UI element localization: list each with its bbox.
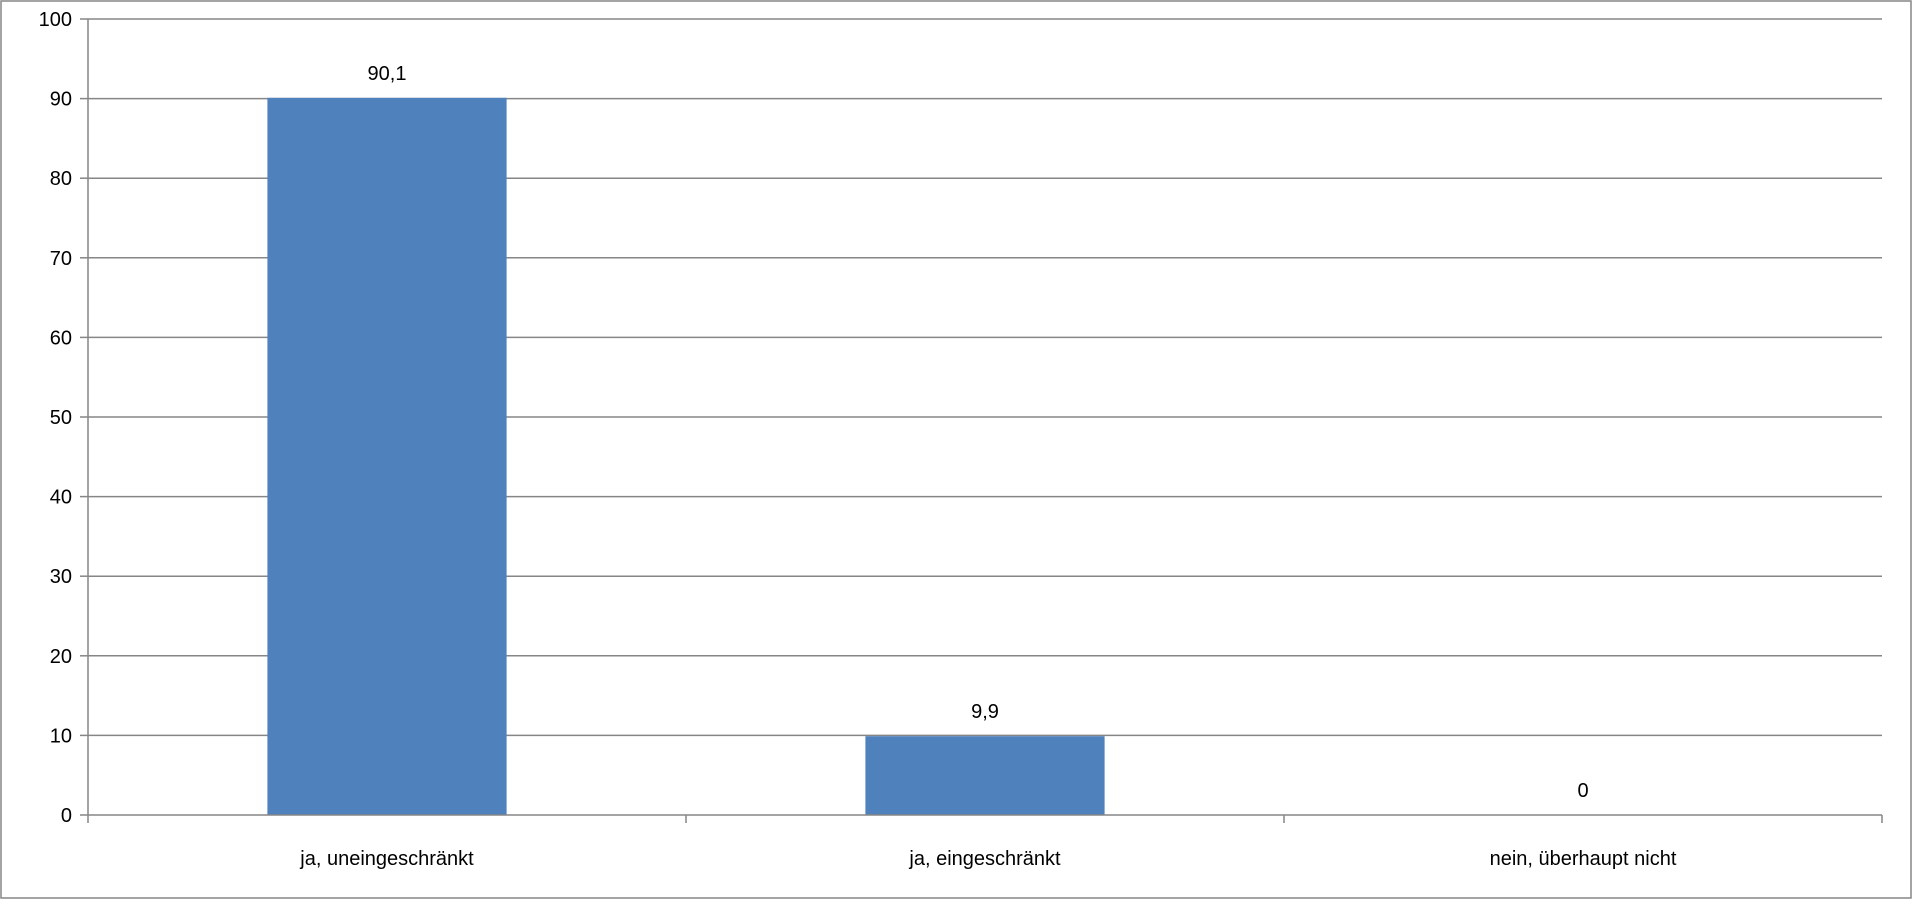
y-tick-label: 50 — [50, 407, 72, 429]
data-label: 0 — [1577, 780, 1588, 802]
x-category-label: nein, überhaupt nicht — [1490, 848, 1677, 870]
y-tick-label: 0 — [61, 805, 72, 827]
x-category-label: ja, uneingeschränkt — [299, 848, 474, 870]
bars — [267, 97, 1105, 815]
y-tick-label: 100 — [39, 9, 72, 31]
y-tick-label: 90 — [50, 89, 72, 111]
bar — [267, 97, 507, 815]
y-tick-label: 20 — [50, 646, 72, 668]
labels: 0 10 20 30 40 50 60 70 80 90 100 90,1 ja, uneingesch… — [39, 9, 1677, 870]
y-tick-label: 10 — [50, 725, 72, 747]
x-category-label: ja, eingeschränkt — [908, 848, 1061, 870]
y-tick-label: 60 — [50, 327, 72, 349]
y-tick-label: 30 — [50, 566, 72, 588]
y-tick-label: 80 — [50, 168, 72, 190]
axes — [80, 18, 1883, 823]
data-label: 9,9 — [971, 701, 999, 723]
y-tick-label: 70 — [50, 248, 72, 270]
bar — [865, 736, 1105, 815]
y-tick-label: 40 — [50, 487, 72, 509]
data-label: 90,1 — [368, 63, 407, 85]
